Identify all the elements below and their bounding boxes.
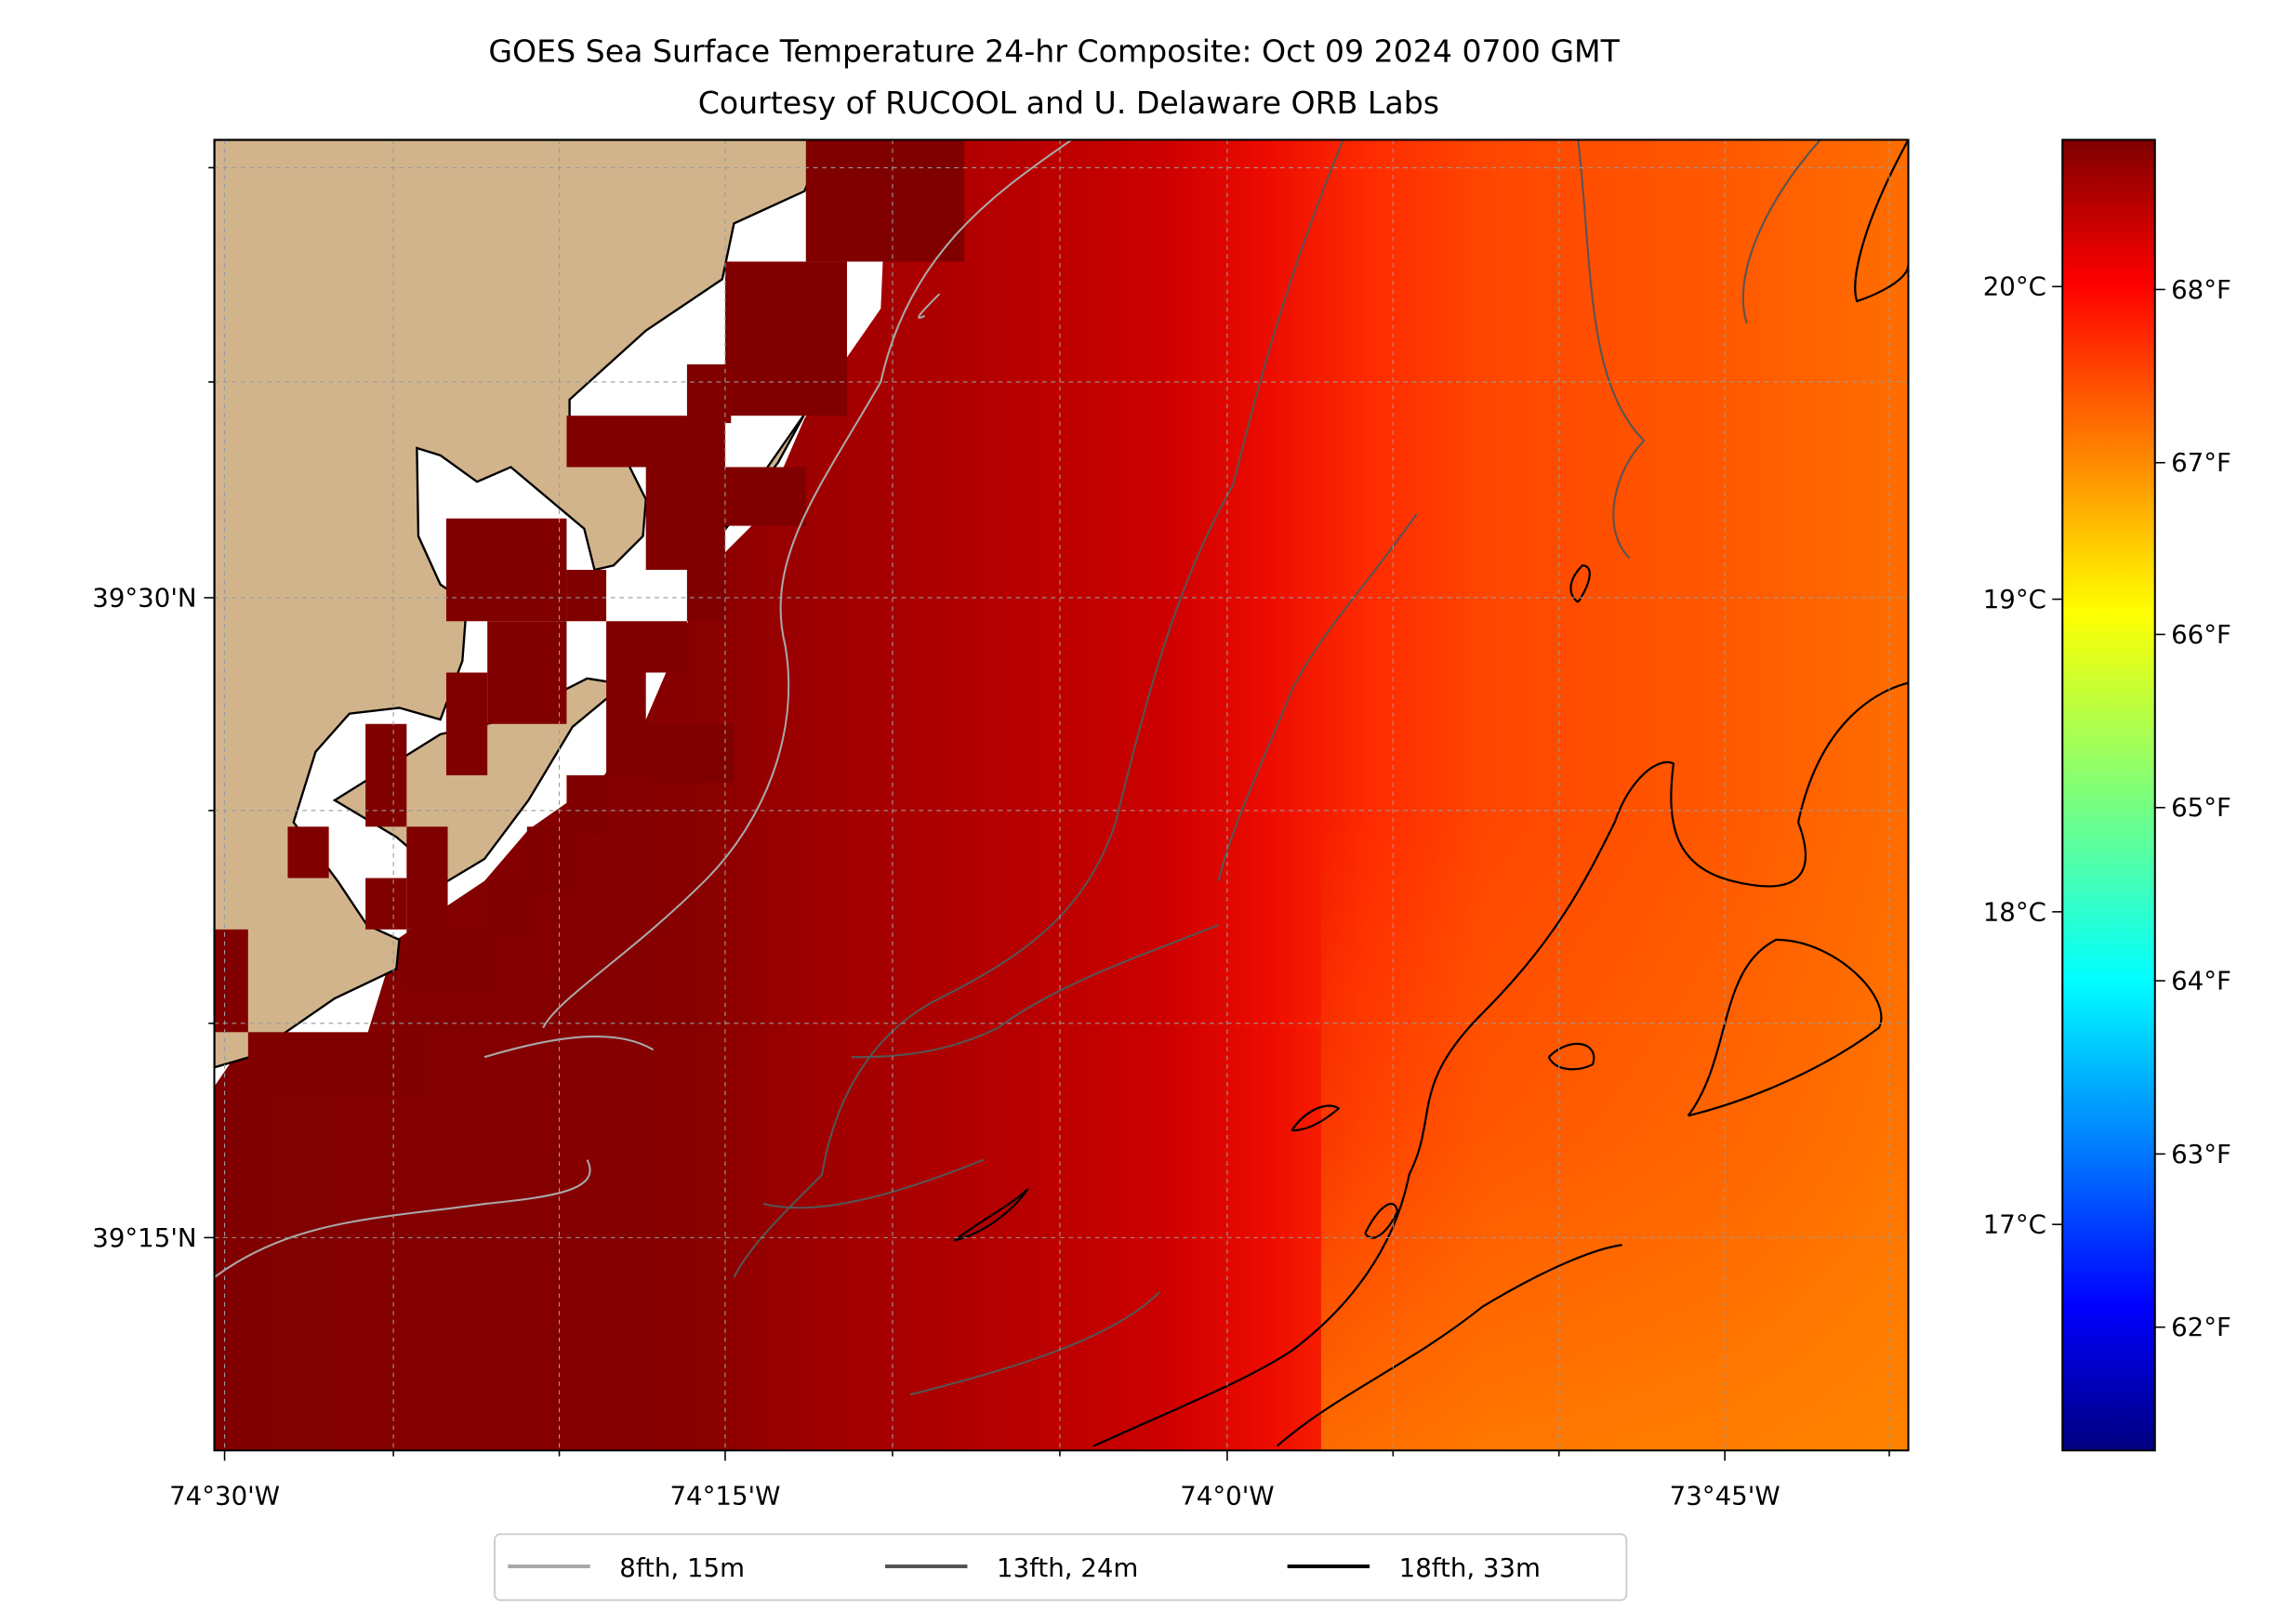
sst-field-warm-patch [1320, 822, 1909, 1451]
contour-8fth [214, 139, 1073, 1278]
chart-subtitle: Courtesy of RUCOOL and U. Delaware ORB L… [698, 85, 1439, 121]
chart-title: GOES Sea Surface Temperature 24-hr Compo… [488, 33, 1620, 70]
colorbar-f-label: 67°F [2171, 447, 2231, 478]
y-tick-label: 39°15'N [92, 1222, 196, 1253]
x-tick-label: 74°30'W [169, 1481, 280, 1512]
colorbar-c-label: 18°C [1983, 896, 2046, 927]
colorbar-f-label: 66°F [2171, 619, 2231, 650]
colorbar-f-label: 62°F [2171, 1312, 2231, 1342]
colorbar-f-label: 65°F [2171, 792, 2231, 823]
x-tick-label: 73°45'W [1670, 1481, 1780, 1512]
colorbar-f-label: 63°F [2171, 1139, 2231, 1169]
land [214, 139, 828, 1069]
y-tick-label: 39°30'N [92, 582, 196, 613]
colorbar-f-label: 68°F [2171, 274, 2231, 305]
nearshore-pixels [214, 139, 965, 1091]
contours [214, 139, 1909, 1447]
gridlines [214, 139, 1909, 1451]
map-area [214, 139, 1909, 1451]
colorbar-f-label: 64°F [2171, 966, 2231, 997]
x-tick-label: 74°15'W [669, 1481, 780, 1512]
legend-label: 8fth, 15m [619, 1552, 745, 1583]
colorbar-c-label: 19°C [1983, 584, 2046, 614]
legend-label: 18fth, 33m [1399, 1552, 1541, 1583]
axis-ticks [204, 166, 1890, 1461]
colorbar-c-label: 20°C [1983, 271, 2046, 302]
colorbar-ticks [2052, 285, 2165, 1328]
plot-frame [213, 139, 1910, 1452]
legend-box [494, 1533, 1628, 1602]
x-tick-label: 74°0'W [1180, 1481, 1274, 1512]
contour-13fth [733, 139, 1821, 1396]
contour-18fth [953, 139, 1909, 1447]
colorbar [2061, 139, 2156, 1452]
colorbar-c-label: 17°C [1983, 1209, 2046, 1240]
legend-label: 13fth, 24m [997, 1552, 1138, 1583]
legend: 8fth, 15m 13fth, 24m 18fth, 33m [494, 1533, 1628, 1602]
